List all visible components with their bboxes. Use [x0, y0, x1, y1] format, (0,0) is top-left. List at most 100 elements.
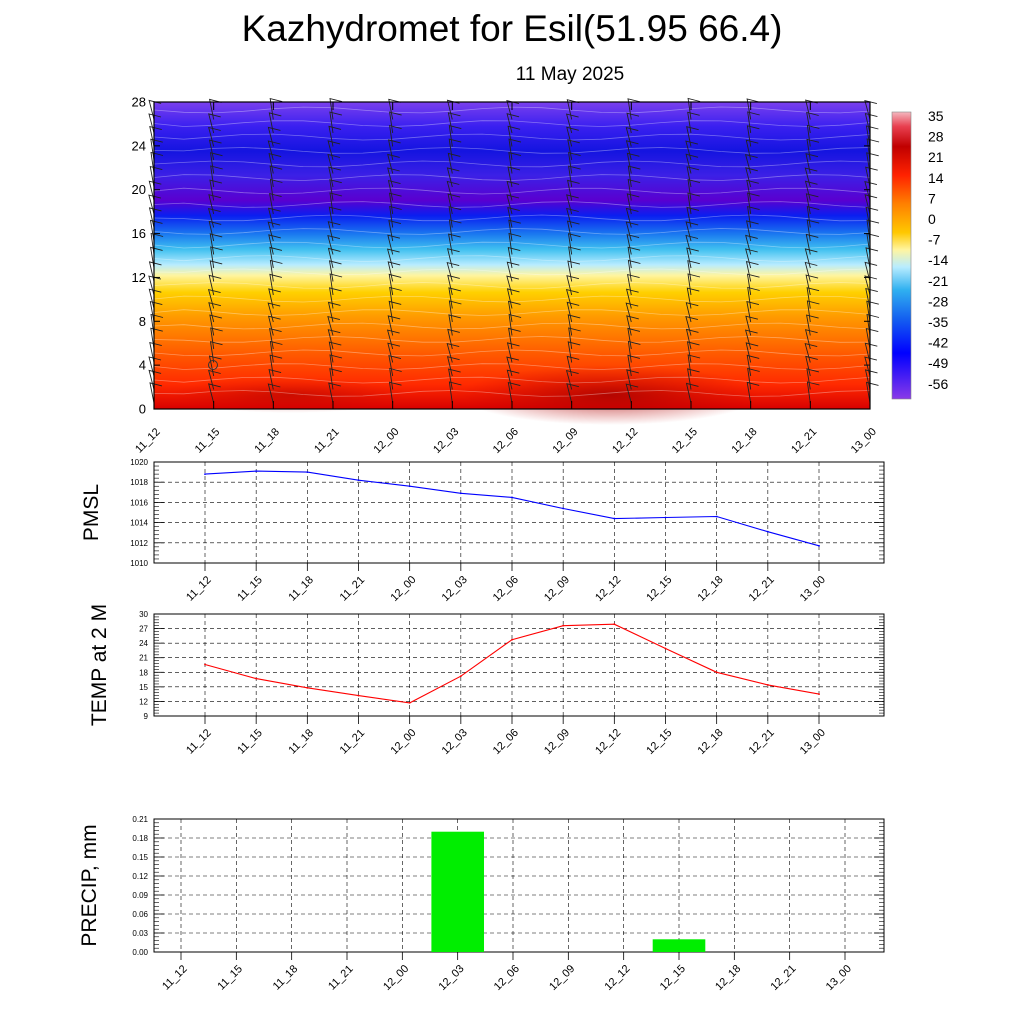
wind-barb [150, 313, 164, 336]
data-point [204, 473, 206, 476]
heatmap-x-tick-label: 11_21 [312, 426, 342, 456]
colorbar-label: 14 [928, 170, 944, 186]
contour-line [153, 214, 871, 222]
wind-barb [329, 287, 342, 309]
wind-barb [685, 315, 699, 336]
wind-barb [208, 126, 221, 147]
wind-barb [448, 233, 461, 255]
wind-barb [387, 153, 400, 174]
x-tick-label: 13_00 [824, 963, 854, 993]
wind-barb [627, 165, 641, 188]
wind-barb [865, 381, 879, 404]
contour-line [153, 322, 871, 330]
wind-barb [267, 302, 281, 323]
wind-barb [567, 233, 581, 255]
wind-barb [625, 221, 639, 242]
wind-barb [686, 247, 699, 269]
wind-barb [747, 286, 760, 309]
wind-barb [864, 99, 878, 120]
data-point [204, 663, 206, 666]
colorbar: 35 28 21 14 7 0 -7 -14 -21 -28 -35 -42 -49 -56 [891, 108, 948, 400]
wind-barb [747, 367, 760, 390]
precip-bar [431, 831, 484, 952]
wind-barb [865, 247, 879, 269]
wind-barb [208, 383, 221, 404]
wind-barb [208, 302, 222, 323]
y-tick-label: 0.06 [132, 910, 148, 919]
wind-barb [148, 275, 162, 296]
contour-line [153, 363, 871, 370]
wind-barb [387, 342, 401, 363]
wind-barb [446, 248, 460, 269]
x-tick-label: 12_21 [768, 963, 798, 993]
wind-barb [388, 98, 401, 120]
heatmap-y-tick-label: 20 [132, 182, 146, 197]
wind-barb [626, 233, 640, 255]
wind-barb [329, 111, 343, 134]
x-tick-label: 11_21 [338, 727, 368, 757]
wind-barb [627, 273, 640, 296]
wind-barb [687, 368, 700, 390]
heatmap-panel: 0 4 8 12 16 20 24 28 11_12 11_15 11_18 11_21 12_00 12… [132, 95, 880, 456]
wind-barb [566, 275, 580, 296]
wind-barb [566, 301, 580, 323]
y-tick-label: 0.00 [132, 948, 148, 957]
wind-barb [625, 140, 639, 161]
wind-barb [566, 383, 580, 404]
wind-barb [387, 315, 401, 336]
x-tick-label: 12_21 [747, 574, 777, 604]
x-tick-label: 11_12 [160, 963, 190, 993]
wind-barb [447, 193, 461, 215]
chart-date: 11 May 2025 [515, 64, 625, 85]
wind-barb [746, 179, 759, 201]
x-tick-label: 12_09 [542, 727, 572, 757]
data-point [766, 684, 769, 686]
wind-barb [448, 206, 462, 228]
wind-barb [329, 192, 343, 215]
data-point [715, 515, 718, 518]
heatmap-warm-core [170, 377, 410, 413]
wind-barb [149, 300, 163, 323]
colorbar-label: -21 [928, 273, 948, 289]
wind-barb [866, 313, 880, 336]
x-tick-label: 12_00 [388, 574, 418, 604]
wind-barb [329, 368, 342, 390]
contour-line [153, 336, 871, 343]
wind-barb [269, 340, 283, 363]
wind-barb [864, 194, 878, 215]
wind-barb [208, 274, 222, 296]
data-point [459, 675, 462, 678]
wind-barb [268, 288, 281, 309]
wind-barb [806, 381, 820, 404]
wind-barb [448, 300, 462, 323]
contour-line [153, 160, 871, 168]
wind-barb [209, 260, 223, 282]
wind-barb [567, 260, 581, 282]
wind-barb [805, 355, 818, 377]
y-tick-label: 21 [139, 654, 148, 663]
heatmap-x-tick-label: 12_18 [729, 426, 759, 456]
wind-barb [387, 179, 401, 201]
wind-barb [328, 125, 342, 147]
colorbar-label: 21 [928, 149, 944, 165]
plot-frame [153, 461, 885, 564]
wind-barb [627, 354, 641, 377]
wind-barb [806, 206, 820, 228]
heatmap-x-tick-label: 11_18 [252, 426, 282, 456]
wind-barb [626, 152, 640, 174]
wind-barb [685, 140, 699, 161]
wind-barb [150, 138, 163, 161]
x-tick-label: 12_00 [381, 963, 411, 993]
wind-barb [327, 221, 341, 242]
wind-barb [267, 126, 281, 147]
y-tick-label: 1018 [130, 478, 148, 487]
wind-barb [389, 125, 402, 147]
wind-barb [446, 342, 460, 363]
wind-barb [388, 300, 402, 323]
wind-barb [388, 354, 402, 377]
wind-barb [805, 193, 819, 215]
wind-barb [686, 126, 699, 147]
wind-barb [446, 167, 460, 188]
wind-barb [506, 288, 520, 309]
wind-barb [804, 248, 818, 269]
